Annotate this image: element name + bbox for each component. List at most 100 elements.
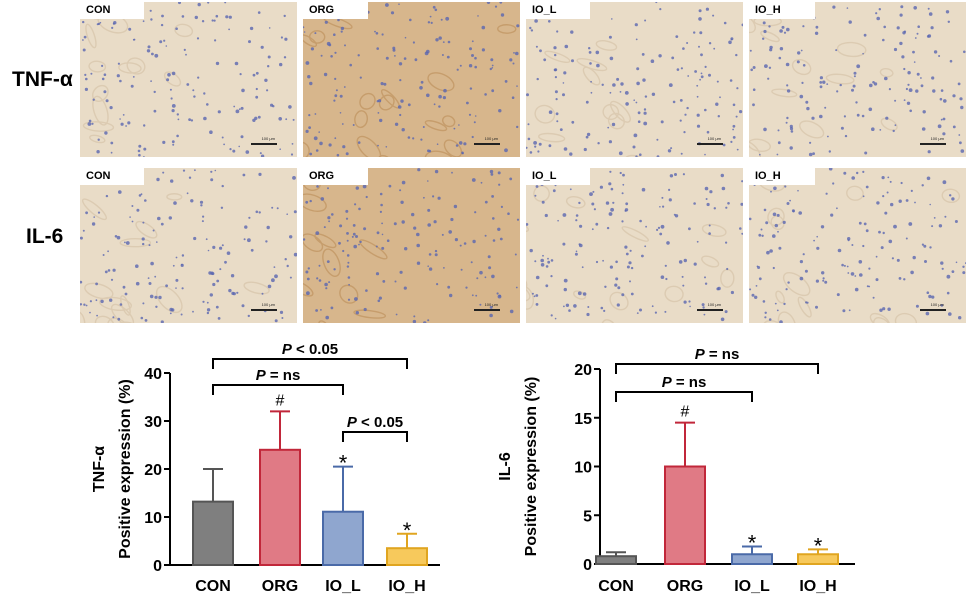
nucleus <box>401 180 406 185</box>
nucleus <box>530 29 534 32</box>
nucleus <box>643 121 648 126</box>
nucleus <box>443 88 447 93</box>
nucleus <box>376 100 379 103</box>
nucleus <box>886 191 889 194</box>
nucleus <box>281 317 284 319</box>
nucleus <box>315 309 318 312</box>
nucleus <box>407 103 411 107</box>
nucleus <box>491 67 494 69</box>
nucleus <box>376 47 379 50</box>
nucleus <box>777 129 780 132</box>
nucleus <box>181 254 185 257</box>
nucleus <box>662 205 665 208</box>
nucleus <box>696 84 699 87</box>
nucleus <box>377 112 380 114</box>
nucleus <box>699 78 701 81</box>
nucleus <box>602 259 604 262</box>
y-tick-label: 0 <box>153 558 162 575</box>
nucleus <box>635 101 638 104</box>
nucleus <box>940 261 944 265</box>
nucleus <box>208 271 212 275</box>
nucleus <box>291 143 294 145</box>
nucleus <box>593 208 596 211</box>
nucleus <box>929 246 932 249</box>
nucleus <box>318 279 322 282</box>
nucleus <box>119 303 123 306</box>
nucleus <box>760 228 763 231</box>
comparison-label: P = ns <box>695 346 740 363</box>
nucleus <box>358 243 360 246</box>
nucleus <box>661 196 664 199</box>
nucleus <box>858 221 862 225</box>
nucleus <box>148 282 152 285</box>
nucleus <box>450 217 454 222</box>
nucleus <box>552 189 556 193</box>
nucleus <box>586 132 591 137</box>
nucleus <box>548 110 553 114</box>
nucleus <box>224 2 227 4</box>
nucleus <box>240 135 244 139</box>
nucleus <box>565 303 570 307</box>
nucleus <box>223 143 226 146</box>
comparison-bracket <box>212 358 408 369</box>
nucleus <box>412 319 417 323</box>
nucleus <box>683 300 687 304</box>
nucleus <box>548 144 552 148</box>
nucleus <box>779 320 783 323</box>
nucleus <box>344 44 346 47</box>
nucleus <box>822 277 825 280</box>
nucleus <box>562 82 565 84</box>
tubule <box>873 317 893 323</box>
nucleus <box>686 106 689 110</box>
nucleus <box>258 211 261 214</box>
nucleus <box>902 31 906 35</box>
nucleus <box>87 122 92 126</box>
nucleus <box>95 282 98 286</box>
nucleus <box>776 153 779 156</box>
nucleus <box>526 93 529 97</box>
comparison-label: P < 0.05 <box>282 341 338 358</box>
nucleus <box>798 211 802 215</box>
nucleus <box>161 14 164 18</box>
micrograph-tnf-iol: IO_L 100 μm <box>526 2 743 157</box>
nucleus <box>841 263 844 267</box>
nucleus <box>596 63 600 68</box>
nucleus <box>879 129 882 131</box>
nucleus <box>136 208 140 212</box>
nucleus <box>583 147 587 152</box>
nucleus <box>665 277 668 281</box>
nucleus <box>112 268 116 272</box>
nucleus <box>766 250 770 255</box>
nucleus <box>100 299 104 304</box>
nucleus <box>252 118 256 123</box>
nucleus <box>257 11 261 14</box>
nucleus <box>607 126 610 129</box>
nucleus <box>176 113 179 116</box>
nucleus <box>632 145 636 149</box>
nucleus <box>618 151 623 156</box>
nucleus <box>916 72 920 76</box>
nucleus <box>104 131 108 135</box>
nucleus <box>128 27 132 31</box>
nucleus <box>178 2 181 5</box>
nucleus <box>427 149 430 153</box>
nucleus <box>354 297 358 301</box>
nucleus <box>797 51 801 55</box>
nucleus <box>207 2 210 4</box>
nucleus <box>535 294 539 297</box>
nucleus <box>900 181 903 185</box>
nucleus <box>85 211 88 215</box>
nucleus <box>754 295 758 299</box>
nucleus <box>698 45 700 48</box>
nucleus <box>459 64 462 67</box>
nucleus <box>654 311 657 314</box>
nucleus <box>698 9 702 13</box>
nucleus <box>489 169 494 174</box>
nucleus <box>590 91 593 94</box>
nucleus <box>175 278 179 282</box>
nucleus <box>194 15 198 20</box>
nucleus <box>240 106 244 110</box>
nucleus <box>446 55 450 59</box>
nucleus <box>758 277 762 281</box>
tubule <box>303 233 324 253</box>
